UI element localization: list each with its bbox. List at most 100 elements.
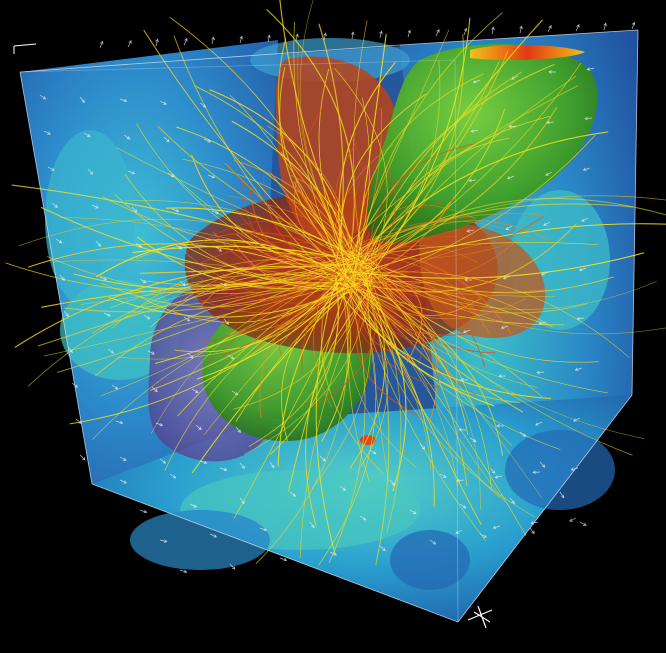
streamline [337,282,504,456]
vector-arrow [519,431,527,437]
streamline [350,259,657,310]
streamline [349,252,645,279]
vector-arrow [43,130,51,135]
vector-arrow [548,70,557,74]
vector-arrow [227,354,235,360]
vector-arrow [505,225,513,230]
vector-arrow [492,525,501,530]
vector-arrow [575,24,580,32]
vector-arrow [389,479,395,486]
streamline [360,181,430,261]
vector-arrow [543,221,551,226]
vector-arrow [55,238,63,244]
vector-arrow [509,497,515,504]
vector-arrow [119,456,127,461]
vector-arrow [87,168,94,175]
streamline [116,277,365,360]
vector-arrow [219,282,228,287]
vector-arrow [83,132,91,137]
streamline [342,243,510,259]
streamline [136,123,349,279]
vector-arrow [459,503,467,509]
streamline [358,251,402,533]
vector-arrow [267,34,271,43]
vector-arrow [539,461,546,468]
vector-arrow [494,475,503,479]
vector-arrow [295,33,299,42]
vector-arrow [458,428,467,432]
vector-arrow [163,136,170,143]
vector-arrow [179,569,188,574]
streamline [186,220,370,266]
vector-arrow [462,329,471,334]
vector-arrow [379,30,383,39]
vector-arrow [139,509,148,514]
streamline [164,284,355,471]
vector-arrow [538,321,547,325]
vector-arrow [155,38,159,47]
vector-arrow [195,424,202,431]
vector-arrow [131,206,138,213]
streamline [345,286,495,407]
vector-arrow [279,557,288,562]
streamline [361,218,539,284]
streamline [357,71,523,278]
vector-arrow [139,278,147,284]
vector-arrow [578,267,587,272]
streamline [315,276,338,553]
vector-arrow [496,424,505,428]
vector-arrow [155,422,164,427]
vector-arrow [464,278,473,282]
vector-arrow [211,36,215,45]
vector-arrow [183,316,191,322]
streamline [354,108,382,255]
vector-arrow [207,174,216,179]
vector-arrow [535,421,543,426]
vector-arrow [199,102,207,108]
streamline [199,241,343,264]
streamline [139,262,375,274]
vector-arrow [63,310,69,317]
streamline [176,126,356,278]
vector-arrow [59,274,65,281]
streamline [334,68,388,268]
streamline [194,85,339,251]
streamline [5,262,347,293]
streamline [27,243,350,289]
streamline [335,264,472,336]
vector-arrow [127,40,132,48]
vector-arrow [115,420,124,425]
streamline [270,172,343,254]
streamline [355,250,666,335]
vector-arrow [209,533,218,538]
vector-arrow [460,378,469,382]
streamline [281,284,363,442]
vector-arrow [189,503,198,508]
streamline [366,75,577,269]
vector-arrow [169,473,177,479]
streamline [124,174,351,291]
green-surface-upper [367,43,598,243]
streamline [371,264,492,490]
streamline [358,258,499,329]
vector-arrow [359,515,367,521]
vector-arrow [584,116,593,121]
vector-arrow [579,521,587,526]
streamline [233,285,357,519]
vector-arrow [223,318,229,325]
streamline [251,249,345,353]
streamlines [5,0,666,566]
vector-arrow [39,94,47,100]
hot-spot-bottom [360,435,376,445]
streamline [290,174,352,261]
streamline [96,239,356,284]
streamline [356,289,423,419]
vector-arrow [439,473,447,478]
streamline [102,196,337,256]
vector-arrow [479,533,487,538]
streamline [259,288,357,419]
vector-arrow [179,280,186,287]
streamline [352,29,450,251]
vector-arrow [574,367,583,372]
